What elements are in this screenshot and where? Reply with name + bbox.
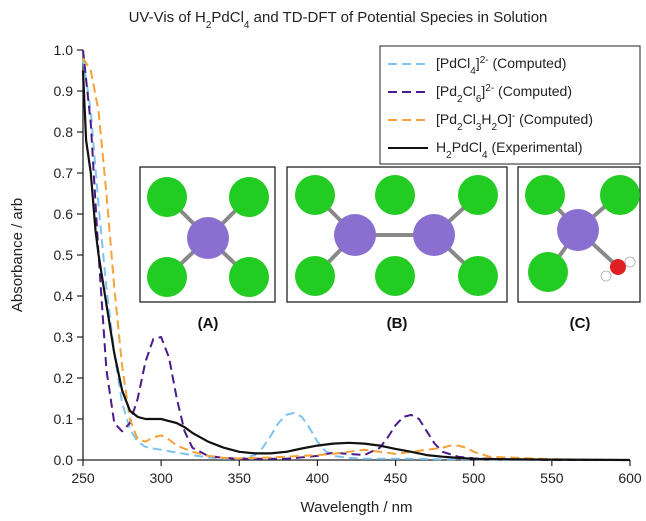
cl-atom — [458, 256, 498, 296]
x-tick-label: 300 — [149, 470, 173, 486]
x-axis-label: Wavelength / nm — [301, 499, 413, 516]
y-axis-label: Absorbance / arb — [9, 198, 26, 312]
series-line-4 — [81, 70, 631, 462]
cl-atom — [295, 256, 335, 296]
inset-panel-c: (C) — [517, 166, 641, 332]
cl-atom — [295, 175, 335, 215]
x-tick-label: 450 — [384, 470, 408, 486]
cl-atom — [375, 256, 415, 296]
y-tick-label: 0.6 — [54, 206, 74, 222]
axes: 250 300 350 400 450 500 550 600 0.0 0.1 0.2 0.3 0.4 0… — [9, 42, 642, 516]
legend-entry-1: [PdCl4]2- (Computed) — [436, 55, 566, 77]
y-tick-label: 0.5 — [54, 247, 74, 263]
x-tick-label: 550 — [540, 470, 564, 486]
y-tick-label: 0.1 — [54, 411, 74, 427]
x-tick-label: 600 — [618, 470, 642, 486]
pd-atom — [334, 214, 376, 256]
y-tick-label: 0.7 — [54, 165, 74, 181]
x-tick-label: 250 — [71, 470, 95, 486]
h-atom — [624, 256, 636, 268]
inset-label-a: (A) — [198, 315, 219, 332]
chart-title: UV-Vis of H2PdCl4 and TD-DFT of Potentia… — [129, 9, 548, 31]
x-tick-label: 350 — [228, 470, 252, 486]
y-tick-label: 0.3 — [54, 329, 74, 345]
inset-label-c: (C) — [570, 315, 591, 332]
inset-panel-a: (A) — [139, 166, 276, 332]
legend-entry-4: H2PdCl4 (Experimental) — [436, 139, 583, 161]
inset-label-b: (B) — [387, 315, 408, 332]
series-line-3 — [82, 57, 631, 461]
series-line-1 — [82, 58, 631, 461]
inset-panel-b: (B) — [286, 166, 508, 332]
o-atom — [610, 259, 626, 275]
x-tick-label: 500 — [462, 470, 486, 486]
cl-atom — [147, 257, 187, 297]
cl-atom — [375, 175, 415, 215]
pd-atom — [187, 217, 229, 259]
y-tick-label: 0.4 — [54, 288, 74, 304]
y-tick-label: 0.9 — [54, 83, 74, 99]
cl-atom — [458, 175, 498, 215]
y-tick-label: 1.0 — [54, 42, 74, 58]
cl-atom — [229, 257, 269, 297]
cl-atom — [229, 177, 269, 217]
x-tick-label: 400 — [306, 470, 330, 486]
cl-atom — [600, 175, 640, 215]
legend-entry-3: [Pd2Cl3H2O]- (Computed) — [436, 111, 593, 133]
cl-atom — [528, 252, 568, 292]
y-tick-label: 0.0 — [54, 452, 74, 468]
pd-atom — [413, 214, 455, 256]
y-tick-label: 0.8 — [54, 124, 74, 140]
y-tick-label: 0.2 — [54, 370, 74, 386]
legend: [PdCl4]2- (Computed) [Pd2Cl6]2- (Computed… — [379, 45, 641, 165]
h-atom — [600, 270, 612, 282]
series-group — [81, 49, 631, 462]
pd-atom — [557, 209, 599, 251]
legend-entry-2: [Pd2Cl6]2- (Computed) — [436, 83, 572, 105]
cl-atom — [147, 177, 187, 217]
cl-atom — [525, 175, 565, 215]
